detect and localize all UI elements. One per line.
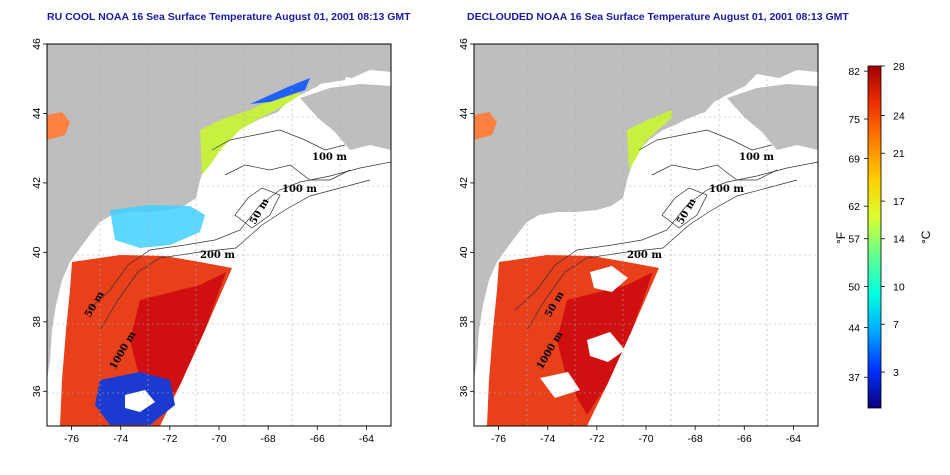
left-y-ticks: 46 44 42 40 38 36	[31, 38, 47, 397]
celsius-tick-label: 3	[893, 367, 899, 379]
y-tick-label: 44	[458, 107, 470, 119]
y-tick-label: 36	[458, 385, 470, 397]
land-island	[310, 62, 350, 84]
x-tick-label: -68	[688, 433, 703, 445]
land-mass	[47, 44, 391, 380]
offshore-warm-patch	[474, 112, 497, 140]
cloud-patch	[125, 390, 155, 412]
y-tick-label: 38	[458, 316, 470, 328]
right-y-ticks: 46 44 42 40 38 36	[458, 38, 474, 397]
x-tick-label: -74	[540, 433, 555, 445]
x-tick-label: -66	[310, 433, 325, 445]
coastal-cool-strip	[200, 86, 300, 175]
x-tick-label: -74	[113, 433, 128, 445]
celsius-tick-label: 21	[893, 148, 905, 160]
celsius-tick-label: 14	[893, 234, 905, 246]
cool-water-region	[110, 205, 205, 248]
nova-scotia	[727, 84, 818, 150]
x-tick-label: -64	[786, 433, 801, 445]
y-tick-label: 40	[31, 246, 43, 258]
contour-label: 200 m	[627, 250, 662, 261]
fahrenheit-unit-label: °F	[834, 232, 848, 244]
right-x-ticks: -76 -74 -72 -70 -68 -66 -64	[491, 426, 801, 445]
fahrenheit-tick-label: 75	[848, 114, 860, 126]
colorbar-scale	[867, 65, 882, 409]
celsius-unit-label: °C	[919, 230, 933, 244]
x-tick-label: -76	[64, 433, 79, 445]
contour-label: 100 m	[709, 184, 744, 195]
coastal-cold-strip	[250, 78, 310, 104]
contour-label: 100 m	[282, 184, 317, 195]
contour-label: 100 m	[312, 152, 347, 163]
y-tick-label: 40	[458, 246, 470, 258]
x-tick-label: -70	[211, 433, 226, 445]
y-tick-label: 42	[458, 177, 470, 189]
cloud-mask	[590, 266, 628, 292]
celsius-ticks: 28 24 21 17 14 10 7 3	[881, 61, 905, 379]
left-x-ticks: -76 -74 -72 -70 -68 -66 -64	[64, 426, 374, 445]
x-tick-label: -72	[589, 433, 604, 445]
celsius-tick-label: 17	[893, 196, 905, 208]
left-map-title: RU COOL NOAA 16 Sea Surface Temperature …	[47, 11, 411, 23]
celsius-tick-label: 10	[893, 282, 905, 294]
land-mass	[474, 44, 818, 380]
contour-label: 200 m	[200, 250, 235, 261]
offshore-warm-patch	[47, 112, 70, 140]
right-map-title: DECLOUDED NOAA 16 Sea Surface Temperatur…	[467, 11, 849, 23]
x-tick-label: -64	[359, 433, 374, 445]
fahrenheit-tick-label: 50	[848, 282, 860, 294]
fahrenheit-tick-label: 82	[848, 66, 860, 78]
y-tick-label: 42	[31, 177, 43, 189]
x-tick-label: -76	[491, 433, 506, 445]
fahrenheit-tick-label: 69	[848, 153, 860, 165]
nova-scotia	[300, 84, 391, 150]
y-tick-label: 36	[31, 385, 43, 397]
cloud-mask	[540, 372, 580, 398]
y-tick-label: 46	[458, 38, 470, 50]
y-tick-label: 44	[31, 107, 43, 119]
fahrenheit-tick-label: 44	[848, 323, 860, 335]
fahrenheit-tick-label: 62	[848, 201, 860, 213]
contour-label: 100 m	[739, 152, 774, 163]
x-tick-label: -68	[261, 433, 276, 445]
y-tick-label: 46	[31, 38, 43, 50]
celsius-tick-label: 24	[893, 111, 905, 123]
fahrenheit-tick-label: 57	[848, 234, 860, 246]
y-tick-label: 38	[31, 316, 43, 328]
celsius-tick-label: 28	[893, 61, 905, 73]
fahrenheit-ticks: 82 75 69 62 57 50 44 37	[848, 66, 868, 384]
x-tick-label: -66	[737, 433, 752, 445]
x-tick-label: -70	[638, 433, 653, 445]
x-tick-label: -72	[162, 433, 177, 445]
fahrenheit-tick-label: 37	[848, 372, 860, 384]
cloud-mask	[587, 332, 625, 362]
coastal-cool-strip	[627, 110, 672, 170]
celsius-tick-label: 7	[893, 319, 899, 331]
